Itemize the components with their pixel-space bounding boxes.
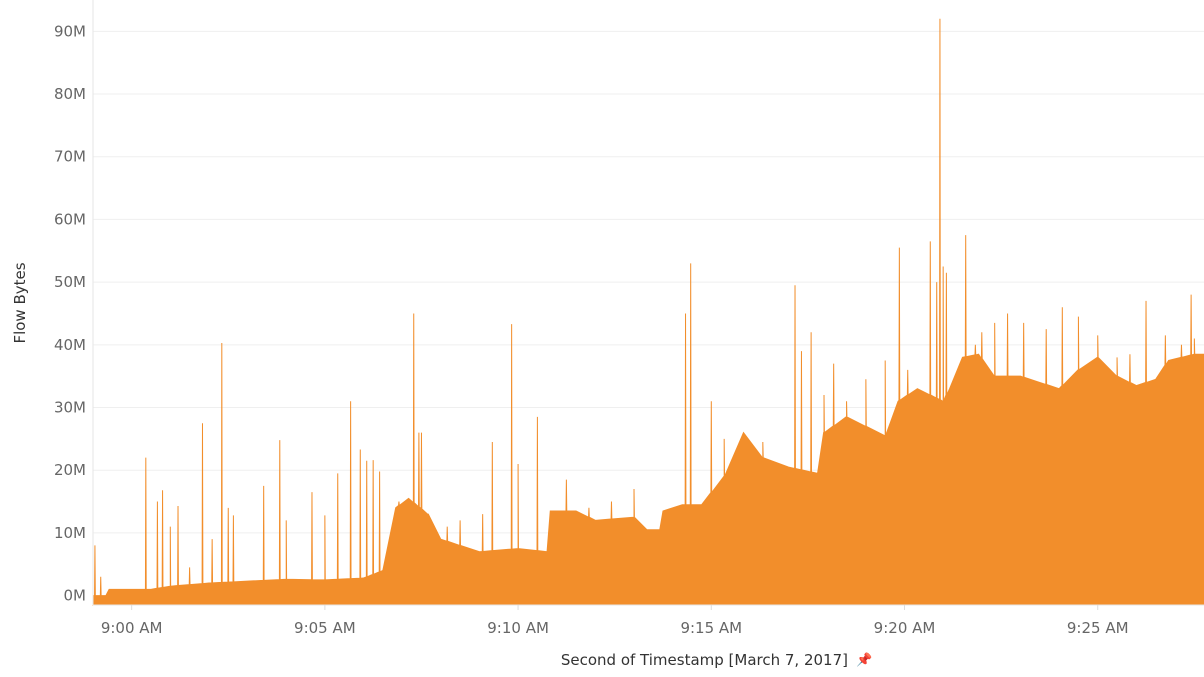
y-axis-ticks: 0M 10M 20M 30M 40M 50M 60M 70M 80M 90M [54,22,86,604]
y-tick-label: 80M [54,85,86,103]
y-tick-label: 40M [54,336,86,354]
y-tick-label: 10M [54,524,86,542]
pin-icon[interactable]: 📌 [856,651,872,668]
y-tick-label: 0M [64,587,87,605]
x-tick-label: 9:00 AM [101,619,163,637]
x-axis-ticks: 9:00 AM 9:05 AM 9:10 AM 9:15 AM 9:20 AM 9:25 … [101,605,1129,637]
flow-bytes-area[interactable] [92,18,1204,606]
x-axis-title[interactable]: Second of Timestamp [March 7, 2017] [561,651,848,669]
y-tick-label: 70M [54,148,86,166]
x-tick-label: 9:20 AM [874,619,936,637]
x-tick-label: 9:15 AM [680,619,742,637]
y-gridlines [93,30,1204,534]
y-tick-label: 30M [54,399,86,417]
y-axis-title: Flow Bytes [11,262,29,343]
x-tick-label: 9:25 AM [1067,619,1129,637]
y-tick-label: 50M [54,273,86,291]
x-tick-label: 9:05 AM [294,619,356,637]
x-tick-label: 9:10 AM [487,619,549,637]
y-tick-label: 20M [54,461,86,479]
y-tick-label: 60M [54,210,86,228]
y-tick-label: 90M [54,22,86,40]
